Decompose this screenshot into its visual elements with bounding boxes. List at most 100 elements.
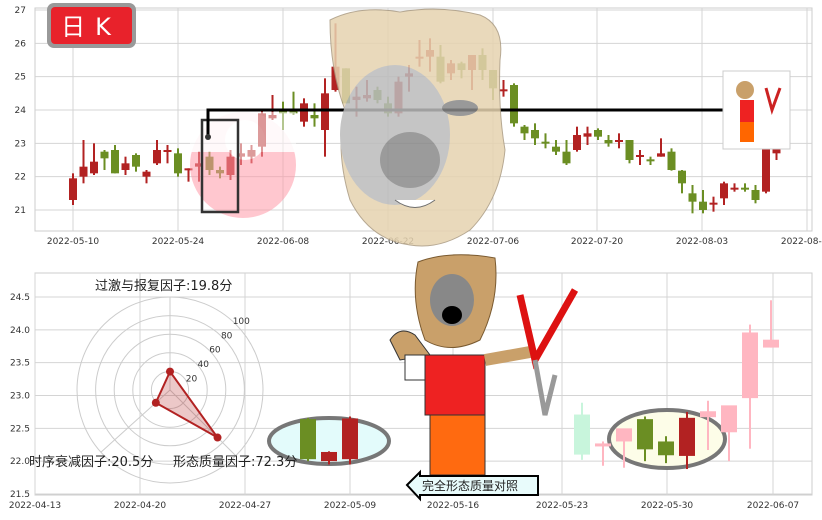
bottom-x-tick: 2022-05-16 (427, 501, 480, 511)
bottom-x-tick: 2022-04-27 (219, 501, 271, 511)
candle-body (310, 115, 319, 119)
top-x-tick: 2022-06-08 (257, 237, 310, 247)
candle-body (342, 418, 358, 460)
radar-tick: 60 (209, 346, 221, 356)
connector-arrow-icon (205, 134, 211, 140)
candle-body (762, 146, 770, 192)
top-y-tick: 25 (15, 73, 26, 83)
big-dog-cartoon-icon (329, 8, 506, 247)
radar-factor-labels: 过激与报复因子:19.8分 时序衰减因子:20.5分 形态质量因子:72.3分 (29, 279, 297, 470)
candle-body (541, 141, 550, 144)
candle-body (667, 151, 676, 170)
compare-candle (595, 441, 611, 466)
candle-body (616, 428, 632, 442)
bottom-y-tick: 24.0 (10, 326, 30, 336)
candle-body (658, 441, 674, 456)
candle (69, 173, 77, 205)
bottom-x-tick: 2022-05-23 (536, 501, 588, 511)
candle (111, 145, 119, 174)
candle-body (321, 451, 337, 462)
candle-body (657, 153, 665, 157)
candle-body (163, 150, 172, 152)
bottom-x-tick: 2022-06-07 (747, 501, 799, 511)
candle-body (678, 170, 686, 184)
top-y-tick: 24 (15, 106, 27, 116)
candle (741, 183, 749, 192)
candle-body (772, 148, 781, 154)
bottom-x-tick: 2022-04-13 (9, 501, 61, 511)
top-y-tick: 23 (15, 139, 26, 149)
candle-body (531, 130, 539, 139)
candle (163, 145, 172, 164)
candle-body (300, 419, 316, 460)
candle (300, 98, 308, 127)
candle (100, 150, 109, 170)
candle (321, 78, 329, 157)
candle-body (562, 151, 571, 164)
factor-label-overreaction: 过激与报复因子:19.8分 (95, 279, 232, 294)
candle (573, 126, 581, 152)
pattern-candle (342, 416, 358, 465)
candle-body (637, 419, 653, 450)
candle-body (573, 135, 581, 150)
candle-body (132, 155, 140, 167)
top-x-tick: 2022-08-03 (676, 237, 728, 247)
pattern-candle (321, 451, 337, 465)
candle-body (111, 150, 119, 174)
candle (499, 80, 508, 97)
candle (709, 196, 718, 212)
candle-body (688, 193, 697, 202)
candle (90, 143, 98, 175)
candle (531, 123, 539, 145)
candle-body (730, 187, 739, 190)
candle-body (289, 110, 298, 114)
badge-label: 日K (61, 13, 121, 41)
worker-dog-with-pliers-icon (389, 254, 579, 476)
top-y-tick: 26 (15, 39, 27, 49)
radar-point (151, 398, 160, 407)
bottom-y-tick: 23.5 (10, 359, 30, 369)
candle-body (594, 130, 602, 137)
candle (646, 156, 655, 165)
candle (552, 140, 560, 155)
candle-body (100, 151, 109, 159)
candle-body (709, 202, 718, 205)
candle (184, 168, 193, 182)
candle-body (69, 178, 77, 200)
candle (79, 140, 88, 184)
candle-body (700, 411, 716, 418)
candle (520, 125, 529, 140)
daily-k-badge[interactable]: 日K (47, 3, 136, 48)
candle-body (741, 187, 749, 190)
candle-body (279, 110, 287, 114)
candle (636, 150, 644, 165)
top-x-tick: 2022-05-24 (152, 237, 205, 247)
bottom-x-tick: 2022-04-20 (114, 501, 167, 511)
pink-magnet-highlight (190, 112, 296, 218)
compare-candle (742, 324, 758, 449)
candle-body (510, 85, 518, 124)
candle-body (751, 190, 760, 200)
candle-body (90, 161, 98, 174)
candle-body (142, 171, 151, 177)
candle (699, 190, 707, 214)
compare-candle (679, 411, 695, 470)
radar-axis (169, 389, 237, 457)
candle (751, 185, 760, 204)
candle-body (646, 159, 655, 162)
candle-body (153, 150, 161, 164)
bottom-y-tick: 23.0 (10, 392, 30, 402)
candle-body (321, 93, 329, 130)
candle-body (520, 126, 529, 134)
candle-body (699, 201, 707, 210)
candle-body (720, 183, 728, 199)
candle (615, 133, 623, 149)
candle (562, 140, 571, 165)
candle-body (583, 133, 592, 137)
candle (604, 135, 613, 147)
radar-point (213, 433, 222, 442)
thumbnail-character-box[interactable] (722, 70, 791, 150)
compare-arrow-button[interactable]: 完全形态质量对照 (405, 469, 539, 502)
